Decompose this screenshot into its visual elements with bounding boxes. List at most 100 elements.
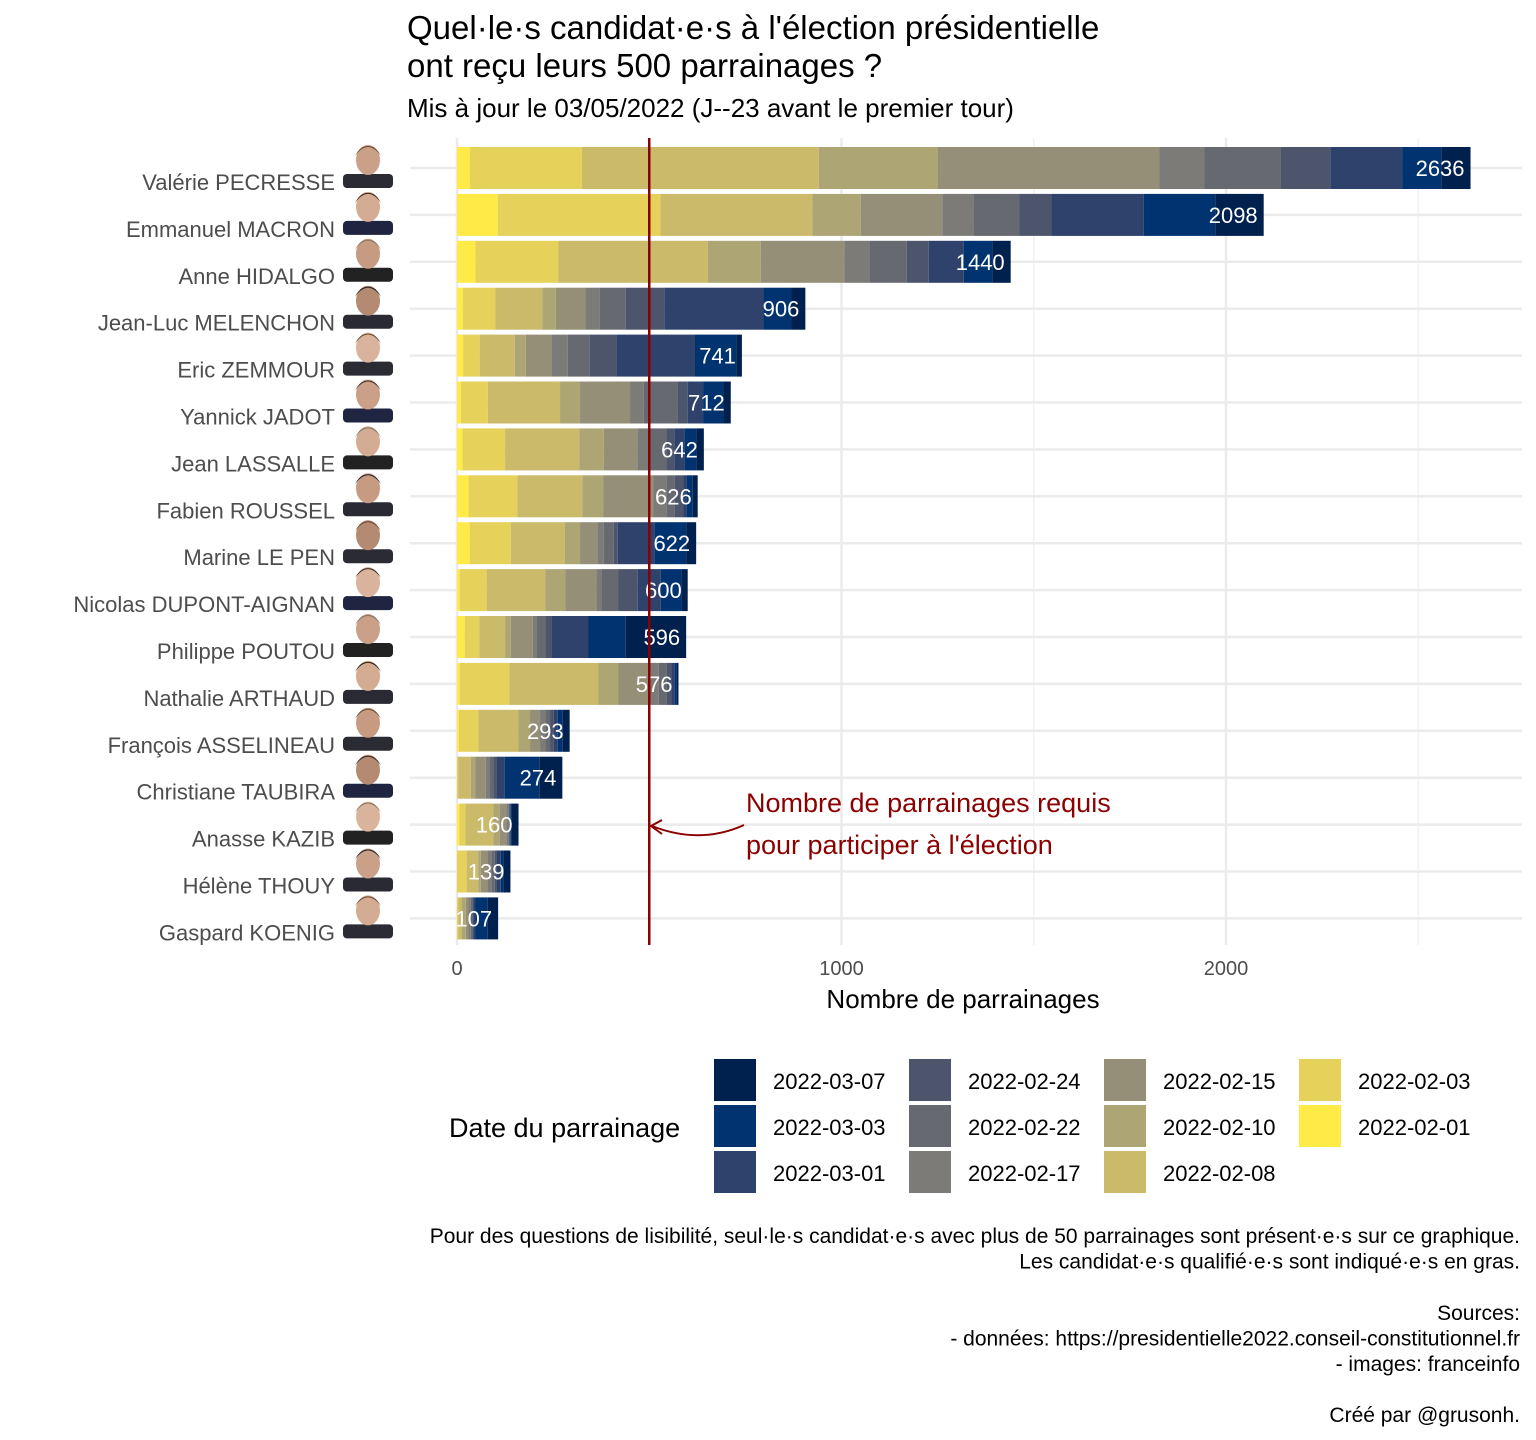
bar-segment <box>597 522 604 565</box>
bar-segment <box>459 803 466 846</box>
bar-segment <box>509 662 599 705</box>
candidate-name: Nicolas DUPONT-AIGNAN <box>73 592 335 617</box>
legend-swatch <box>714 1059 756 1101</box>
bar-segment <box>457 569 460 612</box>
bar-segment <box>457 616 465 658</box>
candidate-photo-icon <box>343 379 393 423</box>
candidate-name: Nathalie ARTHAUD <box>143 686 335 711</box>
bar-segment <box>470 756 476 799</box>
bar-segment <box>625 616 687 658</box>
candidate-photo-icon <box>343 660 393 704</box>
candidate-name: Fabien ROUSSEL <box>156 498 335 523</box>
x-tick-label: 1000 <box>819 958 864 980</box>
bar-segment <box>992 240 1011 283</box>
candidate-labels: Valérie PECRESSE Emmanuel MACRON Anne HIDA… <box>73 170 335 945</box>
bar-segment <box>505 428 580 471</box>
bar-total-label: 2098 <box>1209 203 1258 228</box>
bar-segment <box>457 850 467 893</box>
annotation-line-2: pour participer à l'élection <box>746 830 1053 860</box>
legend-label: 2022-03-01 <box>773 1161 886 1186</box>
bar-segment <box>458 709 479 752</box>
legend-item: 2022-02-10 <box>1104 1105 1276 1147</box>
bar-segment <box>860 193 943 236</box>
bar-segment <box>686 522 697 565</box>
bar-segment <box>812 193 861 236</box>
bar-row: 622 <box>457 522 697 565</box>
bar-segment <box>545 569 566 612</box>
bar-segment <box>1330 147 1403 189</box>
bar-segment <box>532 616 537 658</box>
bar-segment <box>588 616 626 658</box>
bar-segment <box>580 522 598 565</box>
bar-segment <box>567 334 590 377</box>
bar-total-label: 293 <box>527 719 564 744</box>
bar-segment <box>763 287 792 330</box>
bar-total-label: 1440 <box>956 250 1005 275</box>
bar-segment <box>695 334 737 377</box>
bar-segment <box>1051 193 1144 236</box>
bar-row: 139 <box>457 850 511 893</box>
candidate-photo-icon <box>343 238 393 282</box>
bar-segment <box>963 240 993 283</box>
candidate-photo-icon <box>343 801 393 845</box>
bar-segment <box>514 334 526 377</box>
bar-total-label: 622 <box>653 531 690 556</box>
bar-segment <box>460 381 488 424</box>
bar-segment <box>937 147 1160 189</box>
legend-label: 2022-03-07 <box>773 1069 886 1094</box>
bar-segment <box>557 709 563 752</box>
bar-segment <box>458 897 462 940</box>
legend-label: 2022-02-17 <box>968 1161 1081 1186</box>
candidate-name: Philippe POUTOU <box>157 639 335 664</box>
bar-segment <box>674 475 684 518</box>
bar-segment <box>475 897 488 940</box>
legend-swatch <box>909 1105 951 1147</box>
candidate-name: Anasse KAZIB <box>192 827 335 852</box>
bar-row: 906 <box>457 287 806 330</box>
bar-segment <box>465 897 469 940</box>
bar-segment <box>479 334 515 377</box>
bar-segment <box>457 428 463 471</box>
bar-segment <box>666 475 675 518</box>
bar-segment <box>736 334 742 377</box>
bar-segment <box>928 240 964 283</box>
candidate-name: Anne HIDALGO <box>178 264 335 289</box>
bar-row: 2098 <box>457 193 1264 236</box>
annotation: Nombre de parrainages requis pour partic… <box>649 788 1111 860</box>
bar-total-label: 712 <box>688 391 725 416</box>
x-tick-label: 2000 <box>1204 958 1249 980</box>
legend-swatch <box>1299 1105 1341 1147</box>
bar-segment <box>664 287 764 330</box>
bar-segment <box>581 147 819 189</box>
candidate-name: Valérie PECRESSE <box>142 170 335 195</box>
legend-item: 2022-02-24 <box>909 1059 1081 1101</box>
bar-segment <box>475 756 486 799</box>
x-axis: Nombre de parrainages 0 1000 2000 <box>451 958 1248 1014</box>
bar-segment <box>457 240 476 283</box>
bar-segment <box>457 897 459 940</box>
x-axis-title: Nombre de parrainages <box>826 984 1099 1014</box>
legend-item: 2022-02-08 <box>1104 1151 1276 1193</box>
bar-segment <box>674 428 685 471</box>
bar-segment <box>496 756 505 799</box>
bar-segment <box>616 334 696 377</box>
bar-segment <box>613 522 618 565</box>
bar-segment <box>499 803 507 846</box>
bar-segment <box>487 897 499 940</box>
candidate-photo-icon <box>343 473 393 517</box>
bar-segment <box>500 850 504 893</box>
candidate-photo-icon <box>343 754 393 798</box>
bar-segment <box>459 569 487 612</box>
bar-segment <box>462 287 496 330</box>
bar-segment <box>505 616 511 658</box>
bar-row: 741 <box>457 334 742 377</box>
bar-segment <box>553 709 558 752</box>
bar-segment <box>468 475 518 518</box>
bar-segment <box>625 287 665 330</box>
bar-segment <box>973 193 1020 236</box>
bar-segment <box>518 709 531 752</box>
legend-label: 2022-02-08 <box>1163 1161 1276 1186</box>
bar-segment <box>479 616 506 658</box>
bar-segment <box>1280 147 1331 189</box>
bar-segment <box>649 428 667 471</box>
